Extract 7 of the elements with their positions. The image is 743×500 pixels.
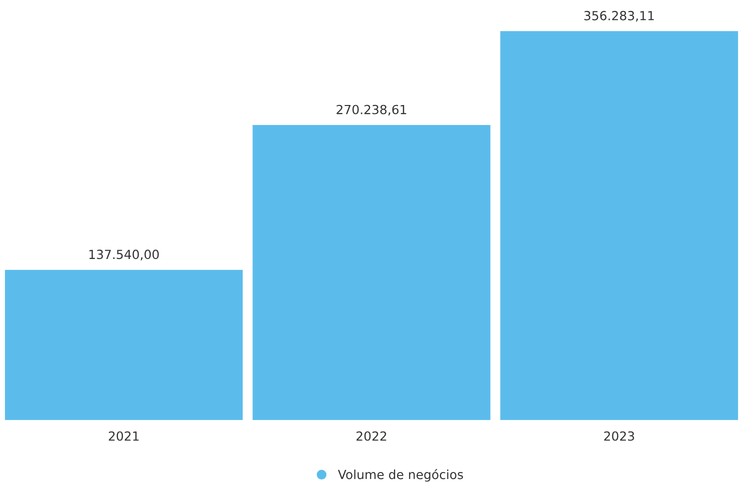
x-tick-label: 2021 <box>108 431 139 441</box>
x-tick-label: 2023 <box>604 431 634 441</box>
data-label: 137.540,00 <box>89 250 159 260</box>
x-tick-label: 2022 <box>356 431 386 441</box>
legend-label: Volume de negócios <box>338 469 464 482</box>
data-label: 356.283,11 <box>584 10 654 22</box>
data-label: 270.238,61 <box>336 104 406 116</box>
